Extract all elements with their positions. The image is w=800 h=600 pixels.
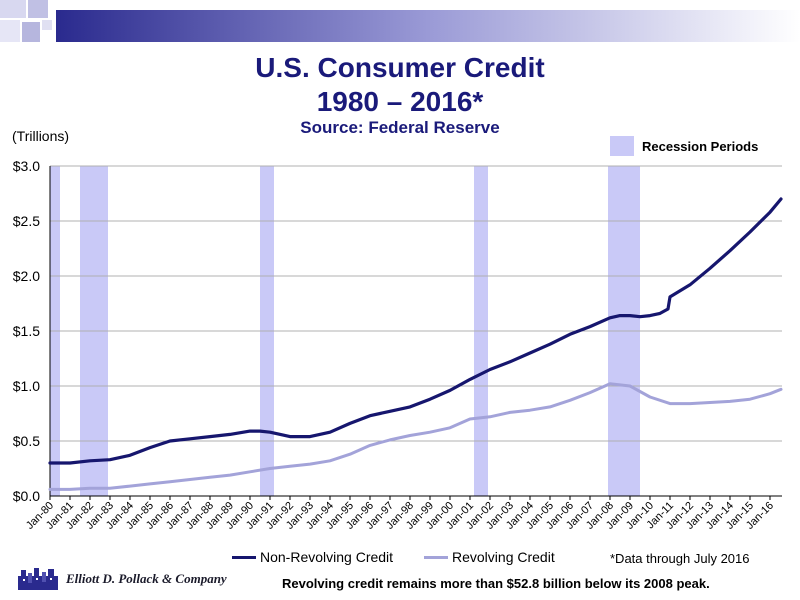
legend-line-revolving (424, 555, 448, 559)
recession-legend-label: Recession Periods (642, 138, 759, 154)
y-tick-label-6: $3.0 (13, 158, 40, 174)
chart-source: Source: Federal Reserve (300, 118, 500, 137)
legend-line-non-revolving (232, 555, 256, 559)
y-tick-label-0: $0.0 (13, 488, 40, 504)
y-axis-units-label: (Trillions) (12, 128, 70, 144)
y-tick-label-2: $1.0 (13, 378, 40, 394)
chart-title: U.S. Consumer Credit (255, 52, 545, 83)
y-tick-label-1: $0.5 (13, 433, 40, 449)
data-footnote: *Data through July 2016 (610, 551, 750, 566)
series-line-non-revolving (48, 197, 783, 465)
chart-subtitle: 1980 – 2016* (316, 86, 484, 117)
series-line-revolving (48, 382, 783, 491)
legend-label-non-revolving: Non-Revolving Credit (260, 549, 394, 565)
bottom-note: Revolving credit remains more than $52.8… (282, 576, 710, 591)
y-tick-label-4: $2.0 (13, 268, 40, 284)
city-skyline-icon (18, 568, 58, 590)
company-name: Elliott D. Pollack & Company (66, 571, 227, 586)
legend-non-revolving: Non-Revolving Credit (232, 549, 393, 565)
legend-label-revolving: Revolving Credit (452, 549, 555, 565)
legend-revolving: Revolving Credit (424, 549, 555, 565)
header-decoration (0, 0, 800, 42)
consumer-credit-chart: $0.0$0.5$1.0$1.5$2.0$2.5$3.0Jan-80Jan-81… (13, 158, 783, 532)
y-tick-label-5: $2.5 (13, 213, 40, 229)
recession-swatch (610, 136, 634, 156)
y-tick-label-3: $1.5 (13, 323, 40, 339)
recession-legend: Recession Periods (610, 136, 758, 156)
company-logo: Elliott D. Pollack & Company (18, 568, 227, 590)
